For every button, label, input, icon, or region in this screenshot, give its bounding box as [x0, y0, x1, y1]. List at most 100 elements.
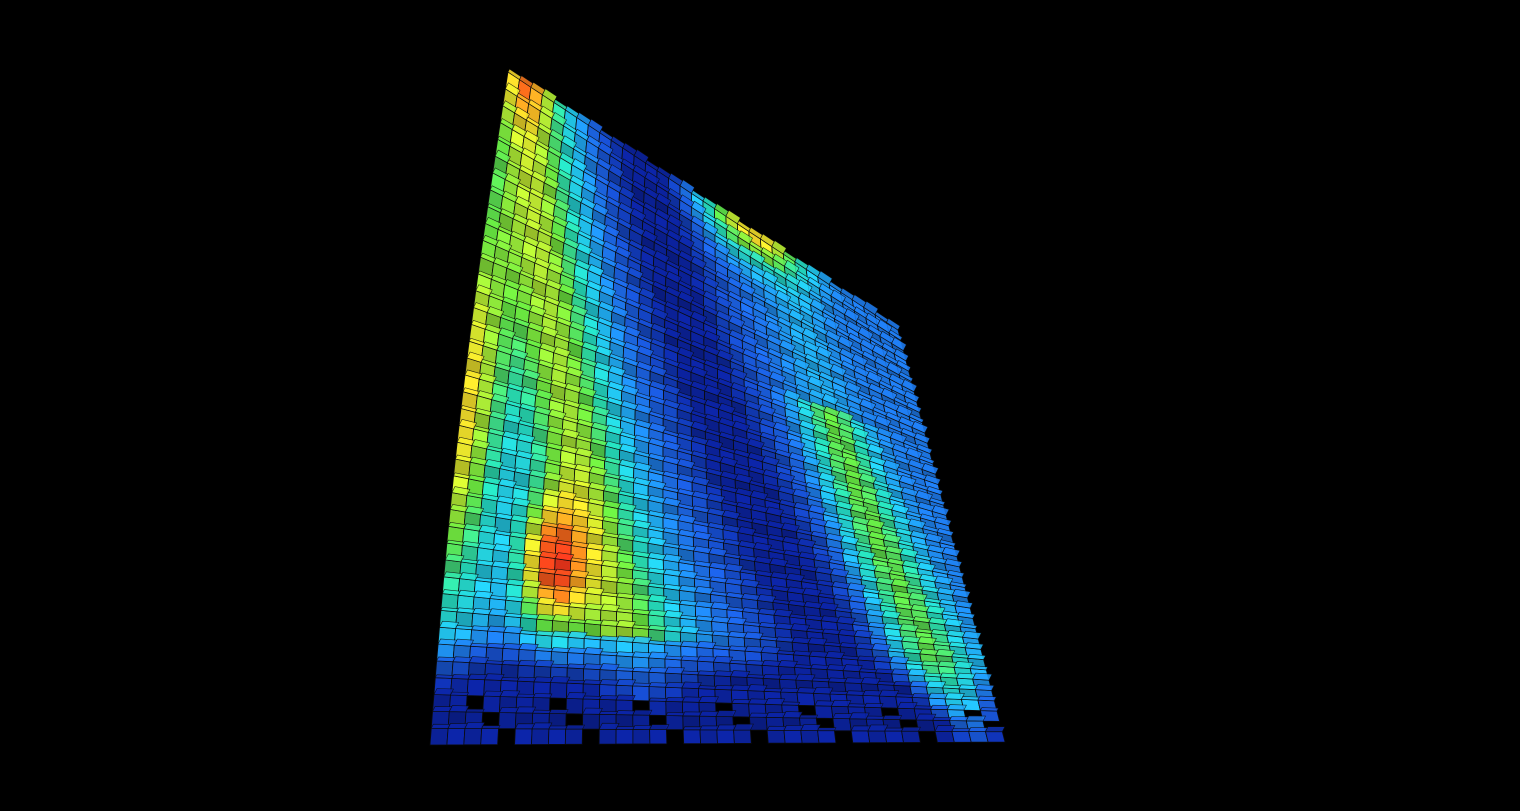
voxel-cell-top — [487, 625, 507, 633]
voxel-cell-top — [615, 635, 636, 643]
voxel-cell-top — [494, 149, 511, 164]
voxel-cell — [766, 729, 786, 744]
voxel-cell-top — [749, 490, 769, 501]
voxel-cell-top — [530, 452, 549, 463]
voxel-cell-top — [765, 506, 784, 517]
voxel-cell-top — [878, 689, 900, 698]
voxel-cell-top — [810, 664, 830, 670]
voxel-cell-top — [935, 648, 956, 658]
voxel-cell — [649, 729, 668, 745]
voxel-cell-top — [522, 368, 541, 381]
voxel-cell-top — [649, 364, 668, 377]
voxel-cell-top — [453, 638, 474, 647]
voxel-cell-top — [821, 393, 839, 406]
voxel-cell-top — [708, 547, 728, 557]
voxel-cell-top — [880, 387, 898, 401]
voxel-cell-top — [523, 130, 540, 144]
voxel-cell-top — [824, 519, 843, 531]
voxel-cell-top — [790, 623, 811, 632]
voxel-cell-top — [962, 630, 982, 640]
voxel-cell-top — [958, 684, 978, 690]
voxel-cell-top — [939, 672, 959, 679]
voxel-cell-top — [626, 266, 644, 280]
voxel-cell-top — [951, 588, 971, 599]
voxel-cell-top — [566, 663, 587, 670]
voxel-cell-top — [737, 526, 757, 536]
voxel-cell-top — [944, 558, 963, 568]
voxel-cell-top — [860, 677, 881, 685]
voxel-cell — [749, 716, 768, 731]
voxel-cell-top — [956, 672, 976, 680]
voxel-cell-top — [827, 677, 848, 684]
voxel-cell-top — [632, 519, 652, 530]
voxel-cell-top — [761, 659, 782, 667]
voxel-cell-top — [845, 690, 866, 696]
voxel-cell-top — [570, 304, 588, 317]
voxel-cell-top — [582, 695, 602, 700]
voxel-cell-top — [603, 484, 622, 495]
voxel-cell-top — [691, 475, 711, 487]
voxel-cell — [800, 730, 820, 744]
voxel-cell — [547, 728, 567, 745]
voxel-cell-top — [730, 670, 751, 678]
voxel-cell-top — [603, 224, 621, 238]
voxel-cell-top — [478, 372, 497, 384]
voxel-cell-top — [889, 431, 907, 444]
voxel-cell-top — [575, 447, 594, 458]
voxel-cell-top — [836, 410, 854, 423]
voxel-cell — [984, 731, 1006, 743]
voxel-cell-top — [979, 707, 999, 712]
voxel-cell-top — [647, 536, 667, 547]
voxel-cell-top — [761, 455, 780, 467]
voxel-cell-top — [905, 447, 923, 460]
voxel-cell-top — [551, 630, 572, 638]
voxel-cell-top — [616, 619, 636, 629]
voxel-cell-top — [886, 317, 901, 331]
voxel-cell — [682, 729, 702, 745]
voxel-cell-top — [949, 581, 967, 588]
voxel-cell-top — [648, 422, 667, 434]
voxel-cell-top — [917, 636, 937, 645]
voxel-cell-top — [697, 685, 717, 690]
voxel-cell-top — [682, 726, 702, 731]
voxel-cell-top — [706, 493, 726, 504]
voxel-cell-top — [969, 665, 989, 671]
voxel-cell-top — [473, 590, 494, 599]
voxel-cell-top — [591, 405, 610, 417]
voxel-cell — [582, 713, 600, 730]
voxel-cell-top — [829, 690, 849, 696]
voxel-cell-top — [891, 578, 911, 588]
voxel-cell-top — [564, 220, 582, 234]
voxel-cell — [482, 695, 501, 713]
voxel-cell-top — [548, 408, 567, 420]
voxel-cell-top — [558, 283, 576, 296]
voxel-cell — [817, 730, 837, 744]
voxel-cell-top — [553, 346, 571, 358]
voxel-cell-top — [807, 637, 828, 646]
voxel-cell-top — [535, 630, 555, 637]
voxel-cell-top — [502, 642, 523, 650]
voxel-cell-top — [871, 643, 892, 652]
voxel-cell-top — [651, 307, 669, 320]
voxel-cell-top — [725, 209, 741, 225]
voxel-cell-top — [484, 458, 504, 469]
voxel-cell — [480, 728, 499, 746]
voxel-cell-top — [866, 518, 885, 529]
voxel-cell-top — [875, 668, 895, 675]
voxel-cell-top — [598, 710, 619, 715]
voxel-cell-top — [475, 284, 493, 297]
voxel-cell — [565, 697, 584, 715]
voxel-cell-top — [866, 370, 883, 384]
voxel-cell-top — [802, 587, 822, 597]
voxel-cell-top — [893, 680, 913, 687]
voxel-cell-top — [569, 569, 590, 579]
voxel-cell-top — [514, 723, 536, 730]
voxel-cell-top — [817, 270, 833, 285]
voxel-cell-top — [632, 709, 653, 716]
voxel-cell — [884, 730, 904, 744]
voxel-cell-top — [758, 404, 776, 416]
voxel-cell-top — [884, 727, 904, 732]
voxel-cell-top — [703, 330, 721, 343]
voxel-cell-top — [547, 262, 565, 275]
